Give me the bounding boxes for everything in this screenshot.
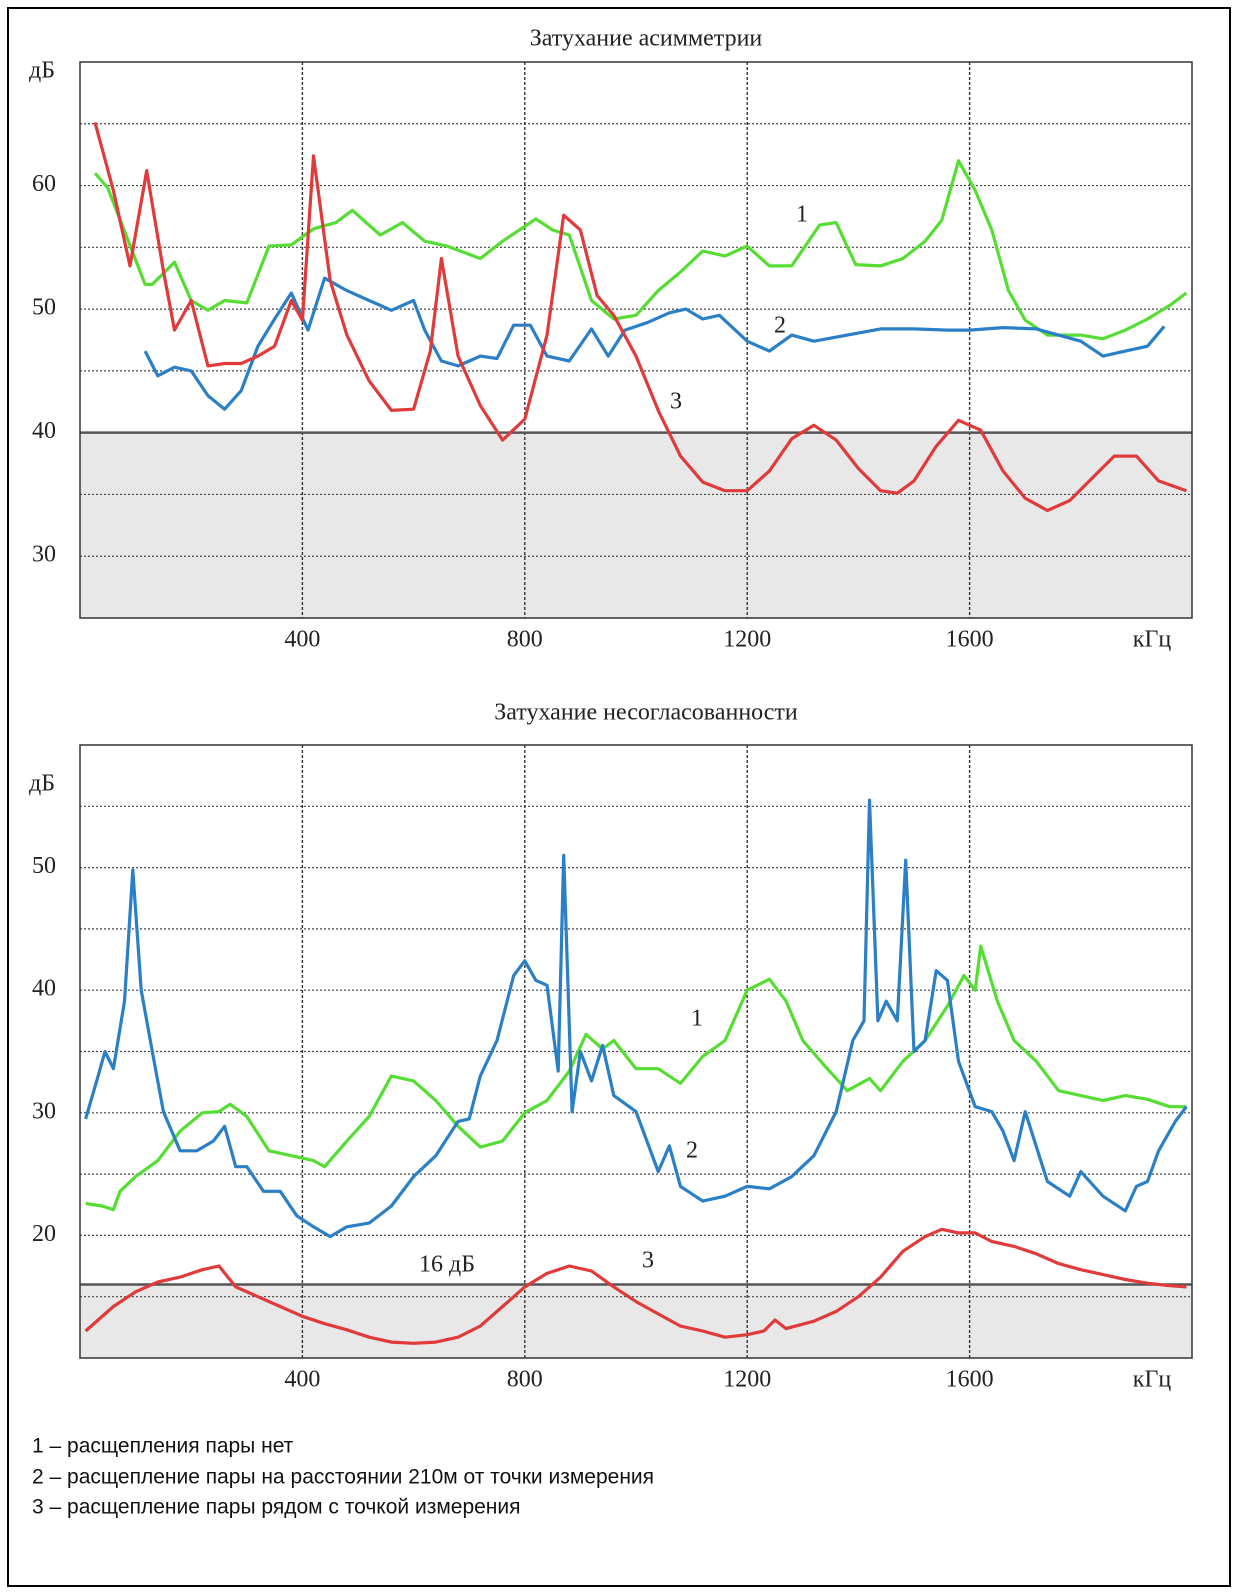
series-line (84, 798, 1188, 1239)
y-tick-label: 30 (32, 542, 56, 568)
threshold-area (80, 1284, 1192, 1358)
x-axis-label: кГц (1133, 1367, 1172, 1393)
chart-title: Затухание несогласованности (494, 700, 798, 726)
series-line (85, 944, 1187, 1212)
legend-entry: 3 – расщепление пары рядом с точкой изме… (32, 1496, 521, 1519)
series-label: 3 (642, 1248, 654, 1274)
x-tick-label: 1200 (723, 1367, 771, 1393)
x-tick-label: 800 (507, 627, 543, 653)
y-tick-label: 20 (32, 1221, 56, 1247)
x-tick-label: 400 (284, 627, 320, 653)
y-tick-label: 40 (32, 976, 56, 1002)
x-tick-label: 400 (284, 1367, 320, 1393)
y-tick-label: 50 (32, 295, 56, 321)
x-axis-label: кГц (1133, 627, 1172, 653)
y-tick-label: 40 (32, 418, 56, 444)
x-tick-label: 1600 (946, 627, 994, 653)
x-tick-label: 1600 (946, 1367, 994, 1393)
series-label: 2 (686, 1138, 698, 1164)
series-line (93, 122, 1187, 513)
legend-entry: 1 – расщепления пары нет (32, 1435, 294, 1458)
series-line (93, 159, 1188, 341)
y-tick-label: 30 (32, 1098, 56, 1124)
y-axis-label: дБ (29, 58, 55, 84)
series-label: 3 (670, 389, 682, 415)
plot-frame (79, 61, 1193, 619)
series-label: 1 (691, 1006, 703, 1032)
series-label: 2 (774, 313, 786, 339)
threshold-area (80, 432, 1192, 618)
legend-entry: 2 – расщепление пары на расстоянии 210м … (32, 1466, 654, 1489)
threshold-label: 16 дБ (419, 1252, 475, 1278)
series-line (84, 1227, 1187, 1345)
series-line (143, 276, 1166, 411)
y-tick-label: 60 (32, 171, 56, 197)
plot-frame (79, 744, 1193, 1359)
series-label: 1 (796, 202, 808, 228)
y-tick-label: 50 (32, 853, 56, 879)
x-tick-label: 800 (507, 1367, 543, 1393)
x-tick-label: 1200 (723, 627, 771, 653)
y-axis-label: дБ (29, 771, 55, 797)
chart-title: Затухание асимметрии (530, 26, 763, 52)
